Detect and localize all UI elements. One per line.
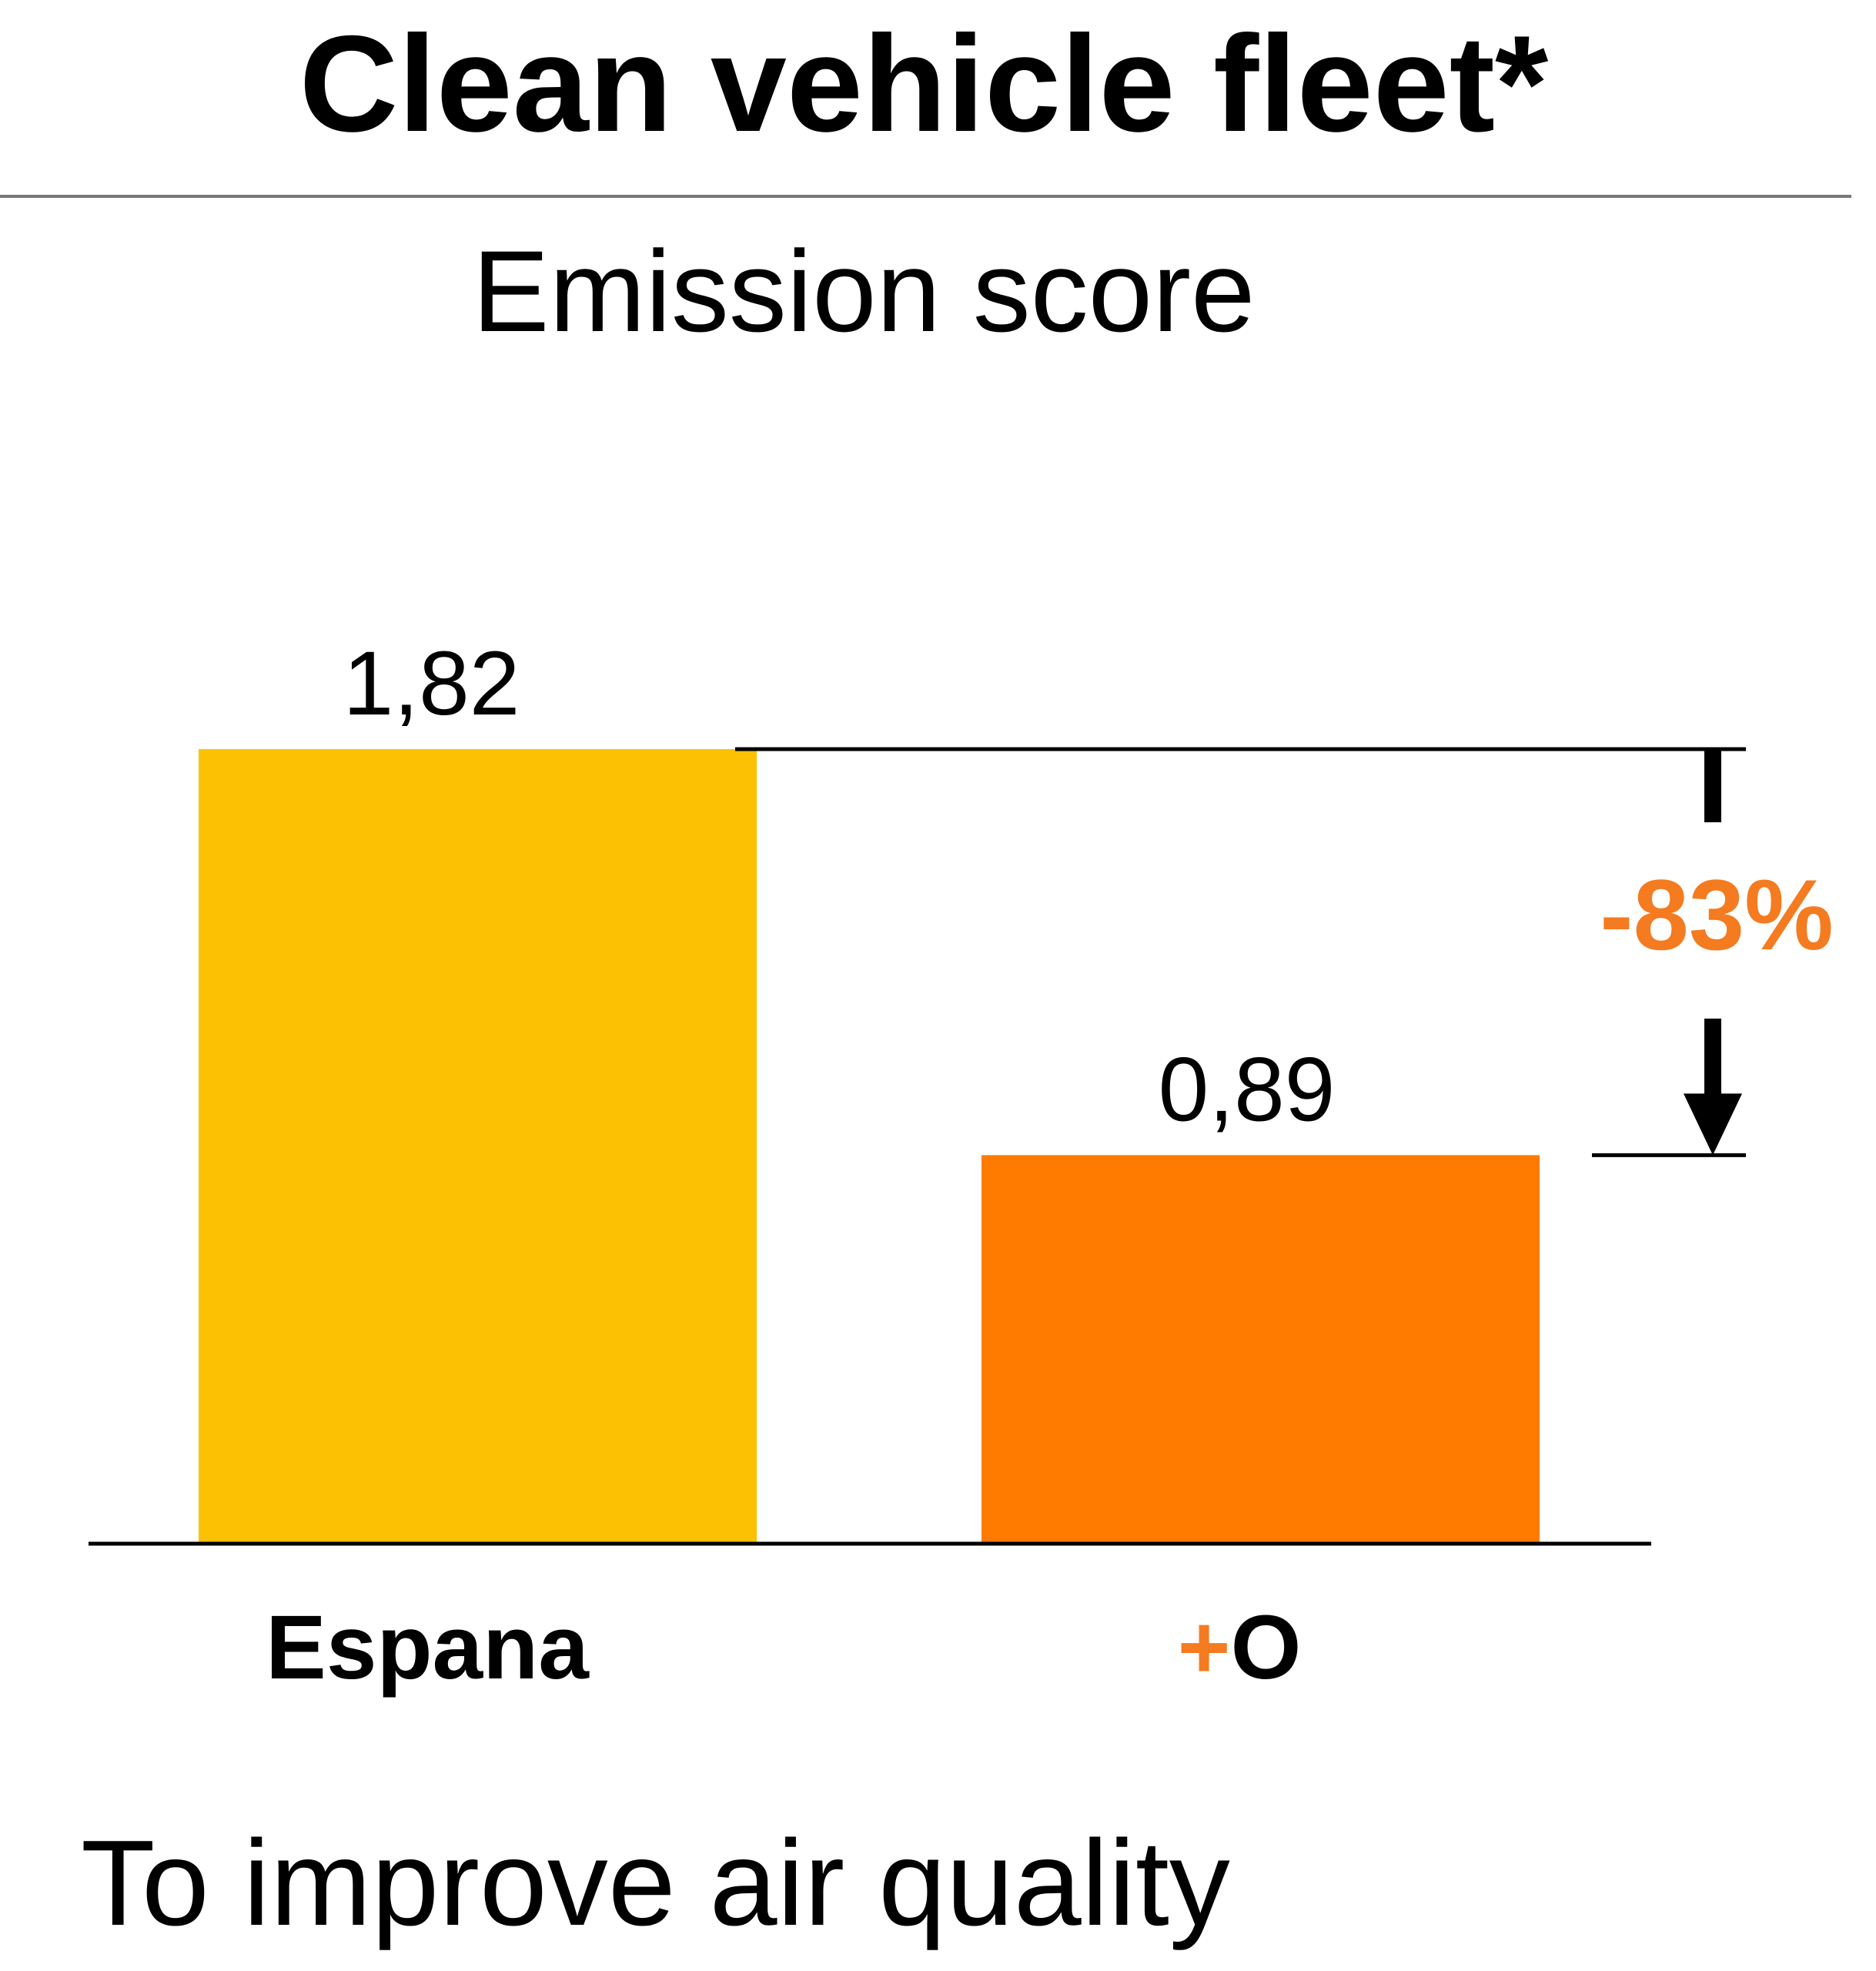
down-arrow-icon: [1684, 1093, 1742, 1156]
category-prefix: +: [1178, 1597, 1231, 1698]
bar-plus-o: [981, 1155, 1540, 1544]
delta-annotation: -83%: [1600, 858, 1833, 971]
chart-subtitle: Emission score: [473, 226, 1256, 356]
category-name: O: [1231, 1597, 1302, 1698]
chart-title: Clean vehicle fleet*: [299, 7, 1549, 160]
category-label-plus-o: +O: [1178, 1597, 1302, 1698]
footer-text: To improve air quality: [81, 1815, 1230, 1951]
category-name: Espana: [266, 1597, 590, 1698]
value-label-plus-o: 0,89: [1159, 1039, 1336, 1140]
category-label-espana: Espana: [266, 1597, 590, 1698]
value-label-espana: 1,82: [343, 633, 520, 735]
bar-espana: [199, 749, 757, 1544]
